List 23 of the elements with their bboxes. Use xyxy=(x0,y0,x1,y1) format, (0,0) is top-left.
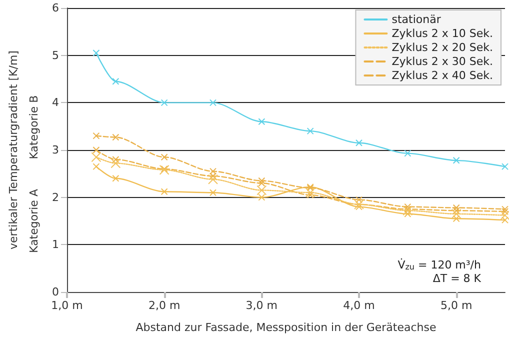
y-tick-label: 3 xyxy=(52,144,59,156)
text: Kategorie A xyxy=(28,188,40,253)
y-tick-label: 1 xyxy=(52,238,59,252)
legend-label: Zyklus 2 x 10 Sek. xyxy=(392,27,494,40)
x-tick-label: 2,0 m xyxy=(148,299,180,312)
legend-label: stationär xyxy=(392,13,442,26)
y-axis-title: vertikaler Temperaturgradient [K/m] xyxy=(7,50,20,250)
x-axis-title: Abstand zur Fassade, Messposition in der Geräteachse xyxy=(136,321,436,334)
annotation: ΔT = 8 K xyxy=(432,272,482,285)
y-tick-label: 2 xyxy=(52,190,59,204)
legend-label: Zyklus 2 x 20 Sek. xyxy=(392,41,494,54)
legend-label: Zyklus 2 x 40 Sek. xyxy=(392,69,494,82)
text: Kategorie B xyxy=(28,95,40,160)
annotation: V̇zu = 120 m³/h xyxy=(398,257,482,272)
legend-label: Zyklus 2 x 30 Sek. xyxy=(392,55,494,68)
x-tick-label: 5,0 m xyxy=(440,299,472,312)
y-tick-label: 6 xyxy=(52,2,59,14)
y-tick-label: 5 xyxy=(52,48,59,62)
x-tick-label: 4,0 m xyxy=(343,299,375,312)
y-tick-label: 0 xyxy=(52,286,59,298)
x-tick-label: 1,0 m xyxy=(51,299,83,312)
x-tick-label: 3,0 m xyxy=(246,299,278,312)
y-tick-label: 4 xyxy=(52,96,59,110)
